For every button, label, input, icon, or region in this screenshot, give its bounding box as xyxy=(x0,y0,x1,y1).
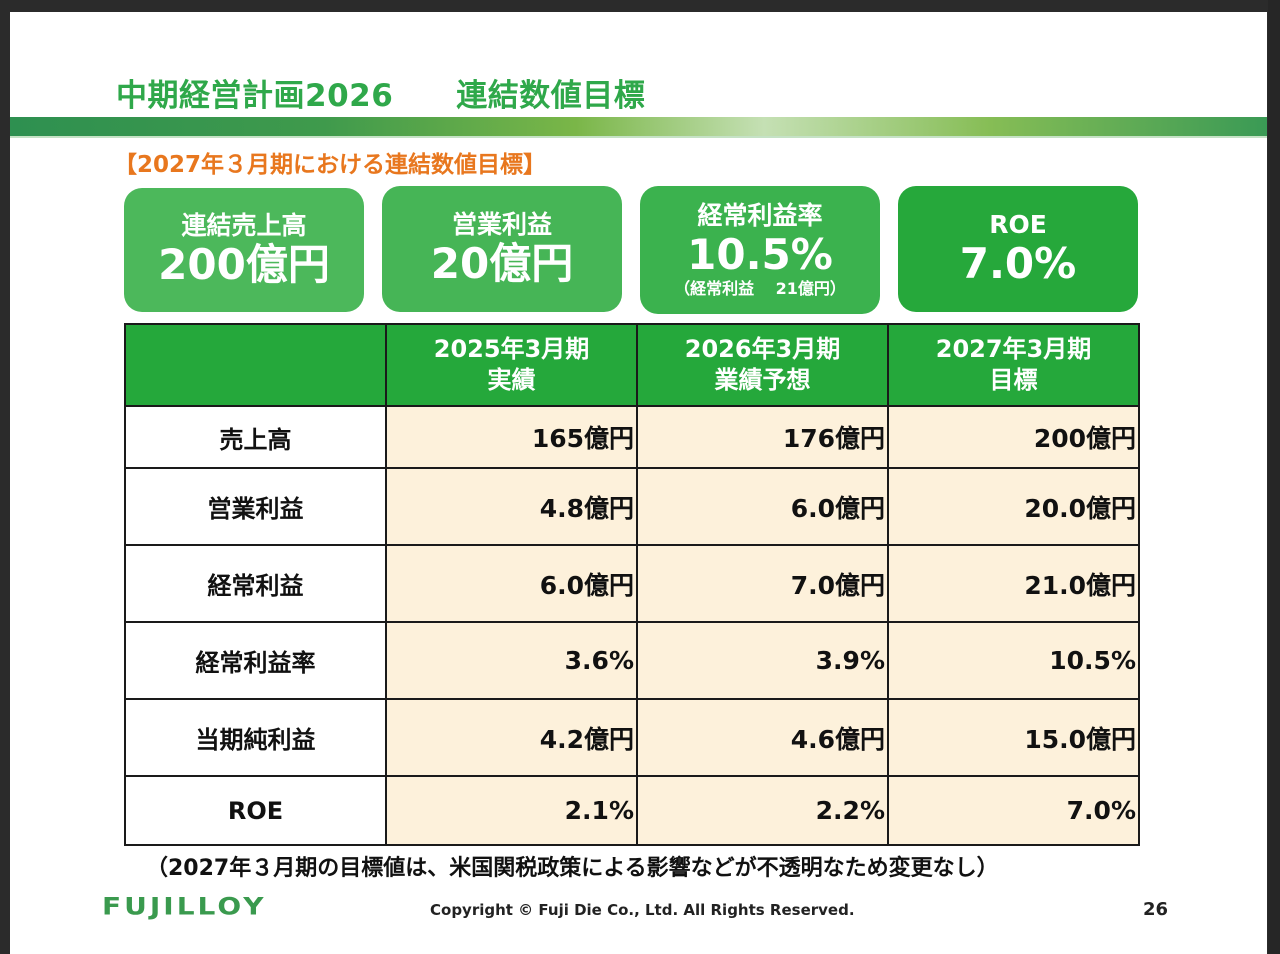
page-number: 26 xyxy=(1143,899,1169,920)
kpi-cards: 連結売上高 200億円 営業利益 20億円 経常利益率 10.5% （経常利益 … xyxy=(124,186,1140,314)
cell-value: 7.0% xyxy=(887,775,1140,846)
kpi-card-ordinary-margin: 経常利益率 10.5% （経常利益 21億円） xyxy=(640,186,880,314)
table-row: 経常利益率 3.6% 3.9% 10.5% xyxy=(124,621,1140,700)
row-label: 当期純利益 xyxy=(124,698,387,777)
kpi-label: ROE xyxy=(989,210,1047,239)
cell-value: 4.2億円 xyxy=(385,698,638,777)
cell-value: 21.0億円 xyxy=(887,544,1140,623)
kpi-label: 経常利益率 xyxy=(697,201,823,230)
cell-value: 20.0億円 xyxy=(887,467,1140,546)
copyright-text: Copyright © Fuji Die Co., Ltd. All Right… xyxy=(430,901,855,919)
cell-value: 165億円 xyxy=(385,405,638,469)
viewer-scrollbar[interactable] xyxy=(1268,0,1280,954)
cell-value: 176億円 xyxy=(636,405,889,469)
table-row: ROE 2.1% 2.2% 7.0% xyxy=(124,775,1140,846)
header-gradient-band xyxy=(10,117,1267,136)
row-label: ROE xyxy=(124,775,387,846)
row-label: 経常利益 xyxy=(124,544,387,623)
row-label: 売上高 xyxy=(124,405,387,469)
section-subtitle: 【2027年３月期における連結数値目標】 xyxy=(114,152,547,178)
footnote: （2027年３月期の目標値は、米国関税政策による影響などが不透明なため変更なし） xyxy=(146,856,999,881)
kpi-card-roe: ROE 7.0% xyxy=(898,186,1138,312)
header-cell-fy2027: 2027年3月期 目標 xyxy=(887,323,1140,407)
cell-value: 3.9% xyxy=(636,621,889,700)
row-label: 営業利益 xyxy=(124,467,387,546)
cell-value: 4.8億円 xyxy=(385,467,638,546)
kpi-note: （経常利益 21億円） xyxy=(674,279,846,298)
slide: 中期経営計画2026 連結数値目標 【2027年３月期における連結数値目標】 連… xyxy=(10,12,1267,954)
table-row: 経常利益 6.0億円 7.0億円 21.0億円 xyxy=(124,544,1140,623)
kpi-value: 200億円 xyxy=(158,240,330,289)
table-row: 売上高 165億円 176億円 200億円 xyxy=(124,405,1140,469)
cell-value: 6.0億円 xyxy=(385,544,638,623)
targets-table: 2025年3月期 実績 2026年3月期 業績予想 2027年3月期 目標 売上高 1… xyxy=(124,323,1140,846)
table-row: 当期純利益 4.2億円 4.6億円 15.0億円 xyxy=(124,698,1140,777)
header-band-underline xyxy=(10,136,1267,138)
header-cell-fy2025: 2025年3月期 実績 xyxy=(385,323,638,407)
header-cell-empty xyxy=(124,323,387,407)
kpi-value: 20億円 xyxy=(430,239,574,288)
cell-value: 15.0億円 xyxy=(887,698,1140,777)
cell-value: 7.0億円 xyxy=(636,544,889,623)
kpi-label: 営業利益 xyxy=(451,210,552,239)
row-label: 経常利益率 xyxy=(124,621,387,700)
cell-value: 2.2% xyxy=(636,775,889,846)
cell-value: 4.6億円 xyxy=(636,698,889,777)
table-row: 営業利益 4.8億円 6.0億円 20.0億円 xyxy=(124,467,1140,546)
fujilloy-logo: FUJILLOY xyxy=(102,892,267,921)
cell-value: 3.6% xyxy=(385,621,638,700)
cell-value: 2.1% xyxy=(385,775,638,846)
table-header-row: 2025年3月期 実績 2026年3月期 業績予想 2027年3月期 目標 xyxy=(124,323,1140,407)
kpi-value: 10.5% xyxy=(687,230,833,279)
kpi-label: 連結売上高 xyxy=(181,211,307,240)
cell-value: 10.5% xyxy=(887,621,1140,700)
cell-value: 6.0億円 xyxy=(636,467,889,546)
header-cell-fy2026: 2026年3月期 業績予想 xyxy=(636,323,889,407)
page-title: 中期経営計画2026 連結数値目標 xyxy=(116,78,646,114)
cell-value: 200億円 xyxy=(887,405,1140,469)
kpi-value: 7.0% xyxy=(959,239,1077,288)
kpi-card-operating-profit: 営業利益 20億円 xyxy=(382,186,622,312)
kpi-card-sales: 連結売上高 200億円 xyxy=(124,188,364,312)
